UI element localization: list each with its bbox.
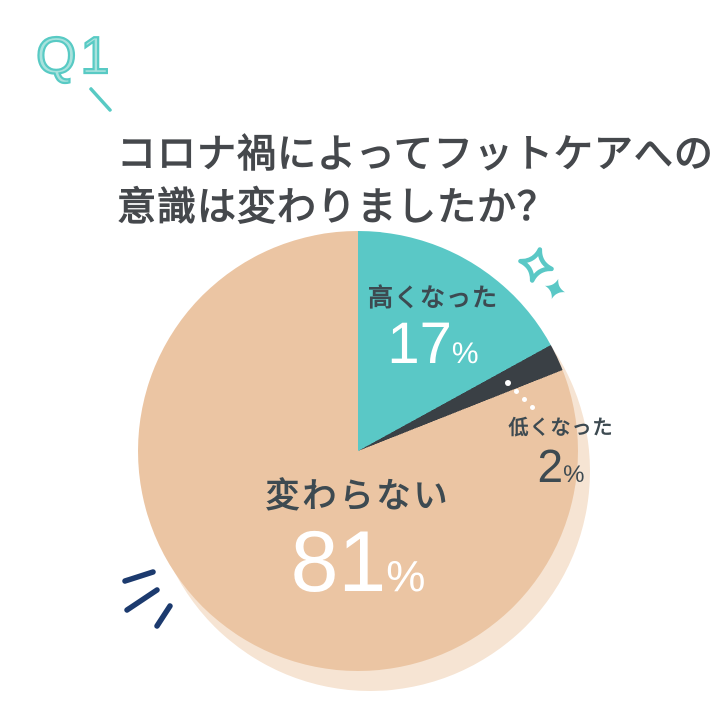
slice-value-unit: % — [563, 461, 585, 488]
slice-value-number: 81 — [290, 514, 387, 610]
slice-name: 低くなった — [508, 417, 614, 439]
page-title-line1: コロナ禍によってフットケアへの — [117, 133, 714, 177]
sparkle-icon — [518, 247, 565, 299]
page-title: コロナ禍によってフットケアへの 意識は変わりましたか？ — [117, 128, 714, 234]
leader-dot — [514, 389, 519, 394]
slice-label-hikukunatta: 低くなった 2% — [509, 418, 614, 489]
slice-value: 17% — [368, 315, 498, 373]
slice-value-unit: % — [451, 337, 479, 370]
leader-dot — [530, 405, 535, 410]
slice-value: 2% — [509, 443, 614, 489]
slice-value-number: 2 — [537, 440, 564, 492]
leader-dot — [522, 397, 527, 402]
question-number: Q1 — [35, 27, 114, 85]
slice-name: 変わらない — [265, 477, 451, 515]
slice-name: 高くなった — [367, 284, 499, 312]
slice-value-number: 17 — [387, 311, 452, 376]
slice-value-unit: % — [386, 552, 426, 601]
slice-value: 81% — [266, 519, 451, 605]
slice-label-kawaranai: 変わらない 81% — [266, 479, 451, 605]
leader-dot — [505, 380, 511, 386]
page-title-line2: 意識は変わりましたか？ — [117, 186, 558, 230]
slice-label-takakunatta: 高くなった 17% — [368, 286, 498, 373]
pie-chart — [138, 231, 578, 671]
emphasis-dashes-icon — [122, 569, 173, 629]
q1-accent-line-icon — [89, 87, 112, 112]
